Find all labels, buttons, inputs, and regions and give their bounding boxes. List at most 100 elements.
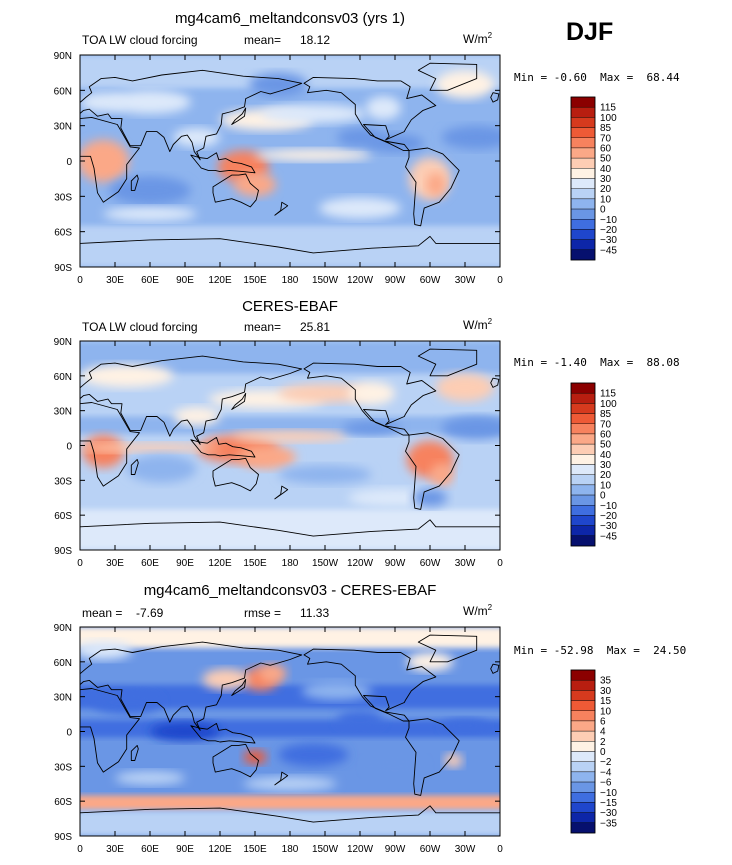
panel-3-mean-label: mean = [82,606,123,620]
colorbar-swatch [570,249,596,261]
colorbar-swatch [570,443,596,455]
coastline [130,174,139,191]
panel-3-mean-value: -7.69 [136,606,164,620]
y-tick-label: 60N [54,372,72,383]
coastline [303,362,437,436]
colorbar-level-label: −6 [600,778,612,789]
coastline [80,402,140,487]
colorbar-level-label: −2 [600,757,612,768]
colorbar-swatch [570,198,596,210]
colorbar-swatch [570,96,596,108]
colorbar-swatch [570,525,596,537]
coastline [274,485,289,500]
contour-region [202,668,250,690]
x-tick-label: 0 [497,844,503,855]
panel-3-rmse-value: 11.33 [300,606,330,620]
contour-region [365,96,401,120]
y-tick-label: 90N [54,337,72,348]
colorbar-swatch [570,433,596,445]
coastline [80,235,500,267]
contour-region [173,128,221,147]
y-tick-label: 90N [54,623,72,634]
y-tick-label: 30S [54,476,72,487]
contour-region [115,770,185,785]
colorbar-level-label: 85 [600,409,612,420]
y-tick-label: 30N [54,693,72,704]
panel-2-mean-value: 25.81 [300,320,331,334]
coastline [80,519,500,550]
contour-region [109,90,191,114]
colorbar-swatch [570,822,596,834]
colorbar-swatch [570,669,596,681]
x-tick-label: 90W [385,275,406,286]
x-tick-label: 180 [282,844,299,855]
coastline [231,678,247,696]
colorbar-swatch [570,219,596,230]
colorbar-level-label: 0 [600,747,606,758]
map-axes-3: 0 30E 60E 90E 120E 150E 180 150W 120W 90W 60W 30W 09… [54,623,504,855]
coastline [405,718,460,796]
colorbar-level-label: −30 [600,808,617,819]
x-tick-label: 0 [497,558,503,569]
colorbar-level-label: −35 [600,818,617,829]
x-tick-label: 0 [77,844,83,855]
colorbar-swatch [570,505,596,516]
contour-region [237,445,296,469]
x-tick-label: 60W [420,275,441,286]
x-tick-label: 180 [282,558,299,569]
colorbar-swatch [570,802,596,813]
map-panel-2 [80,341,500,550]
colorbar-frame [570,382,596,547]
colorbar-level-label: 60 [600,429,612,440]
colorbar-level-label: −20 [600,225,617,236]
contour-region [260,104,366,124]
colorbar-level-label: 10 [600,706,612,717]
x-tick-label: 90W [385,558,406,569]
x-tick-label: 0 [77,275,83,286]
y-tick-label: 0 [66,157,72,168]
colorbar-level-label: 2 [600,737,606,748]
contour-region [441,416,500,440]
colorbar-level-label: 40 [600,450,612,461]
colorbar-swatch [570,464,596,475]
colorbar-level-label: 50 [600,440,612,451]
contour-region [426,172,446,197]
map-panel-3 [80,627,500,836]
contour-region [80,443,220,453]
panel-1-variable-label: TOA LW cloud forcing [82,33,198,47]
coastline [417,634,478,663]
panel-2-variable-label: TOA LW cloud forcing [82,320,198,334]
colorbar-swatch [570,710,596,722]
x-tick-label: 90E [176,275,194,286]
map-axes-1: 0 30E 60E 90E 120E 150E 180 150W 120W 90W 60W 30W 09… [54,51,504,286]
colorbar-swatch [570,720,596,732]
coastline [405,147,460,227]
colorbar-swatch [570,403,596,414]
colorbar-swatch [570,454,596,465]
colorbar-level-label: 100 [600,113,617,124]
x-tick-label: 120E [208,275,232,286]
contour-region [441,718,489,733]
colorbar-swatch [570,515,596,526]
y-tick-label: 60S [54,511,72,522]
panel-1-units: W/m2 [463,31,493,46]
contour-region [82,435,125,468]
contour-region [444,753,463,768]
colorbar-level-label: −4 [600,767,612,778]
x-tick-label: 120E [208,558,232,569]
x-tick-label: 120E [208,844,232,855]
y-tick-label: 60S [54,797,72,808]
y-tick-label: 0 [66,728,72,739]
panel-3-title: mg4cam6_meltandconsv03 - CERES-EBAF [143,582,437,599]
y-tick-label: 90S [54,546,72,557]
x-tick-label: 0 [77,558,83,569]
colorbar-swatch [570,730,596,742]
colorbar-swatch [570,535,596,547]
map-axes-2: 0 30E 60E 90E 120E 150E 180 150W 120W 90W 60W 30W 09… [54,337,504,569]
coastline [130,744,139,761]
coastline [303,648,437,722]
colorbar-level-label: 35 [600,676,612,687]
x-tick-label: 60E [141,558,159,569]
contour-region [342,421,401,436]
contour-region [126,454,197,483]
